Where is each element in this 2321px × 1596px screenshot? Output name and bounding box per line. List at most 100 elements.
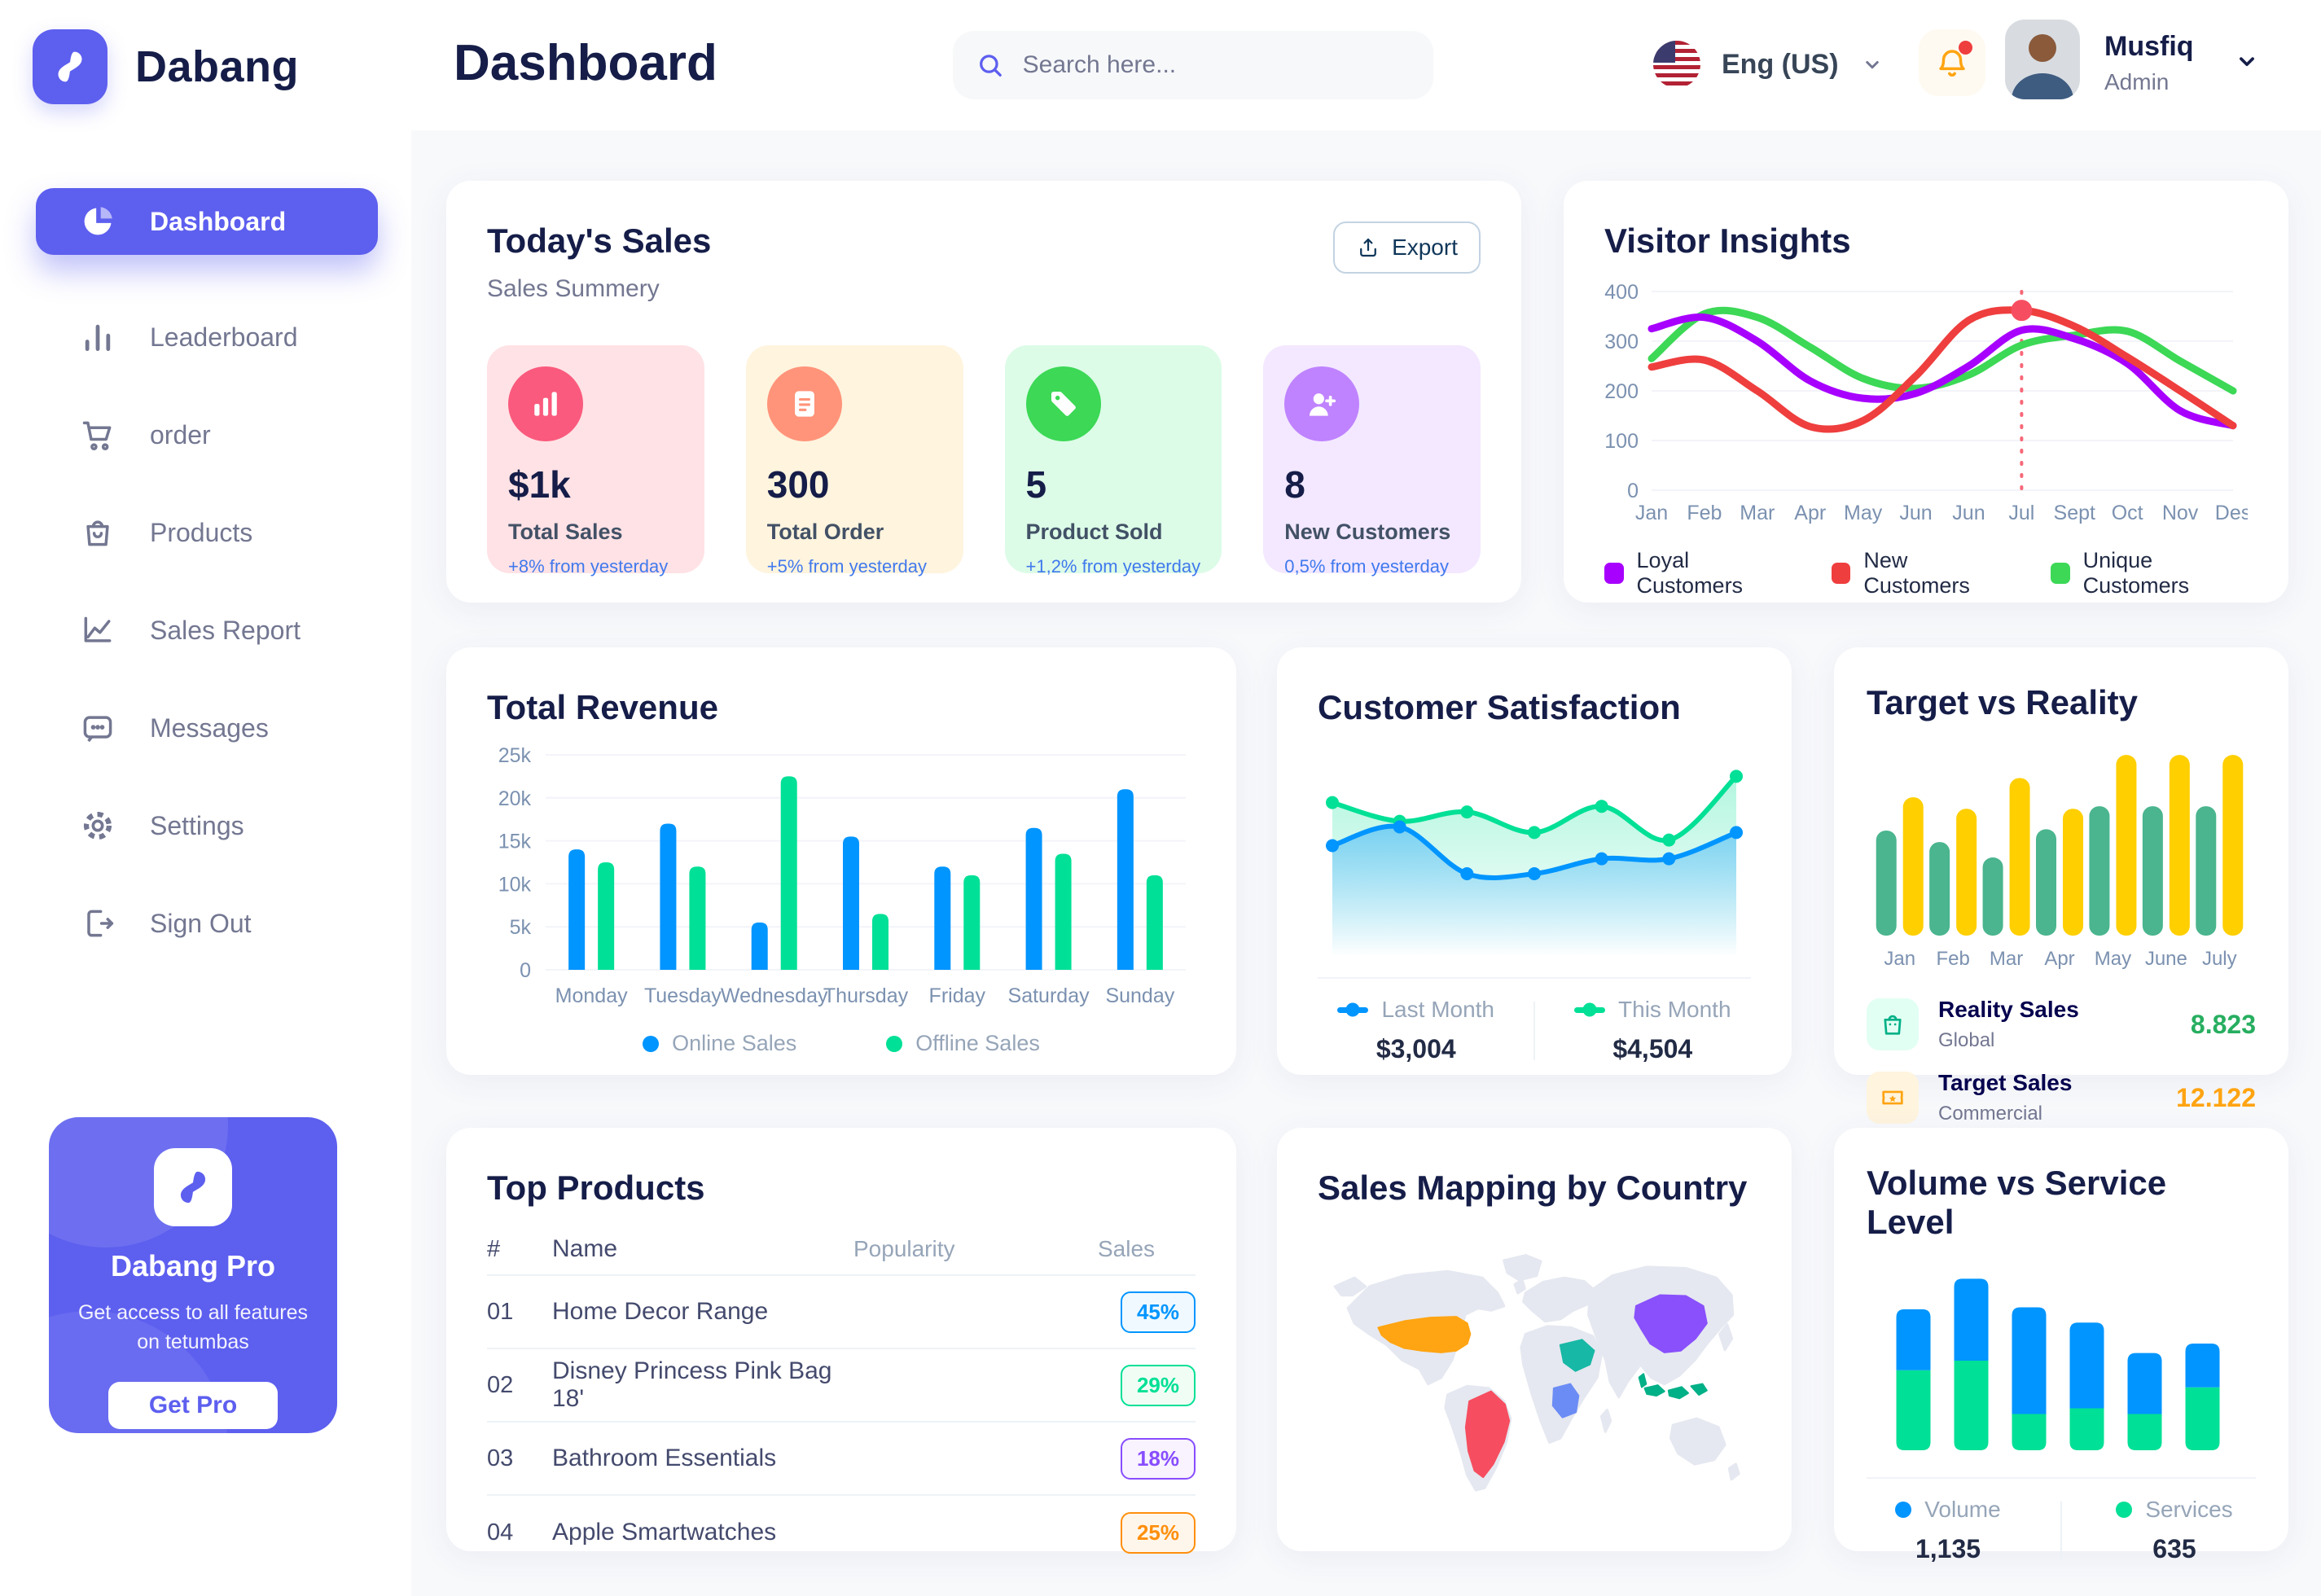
bag-icon — [1884, 1015, 1902, 1035]
legend-label: Services — [2145, 1497, 2233, 1522]
map-country-indonesia[interactable] — [1638, 1373, 1708, 1400]
bell-icon — [1939, 50, 1965, 77]
sidebar-item-label: Sales Report — [150, 615, 301, 645]
column-header: Popularity — [853, 1236, 955, 1261]
dabang-logo-icon — [58, 51, 82, 82]
legend-dot — [2116, 1502, 2133, 1518]
sidebar-item-label: order — [150, 419, 211, 449]
notifications-button[interactable] — [1919, 29, 1985, 96]
avatar[interactable] — [2005, 20, 2080, 99]
user-meta[interactable]: Musfiq Admin — [2104, 31, 2194, 95]
sales-mapping-card: Sales Mapping by Country — [1277, 1128, 1792, 1551]
map-country-usa[interactable] — [1377, 1316, 1472, 1353]
gear-icon — [83, 811, 112, 840]
column-header: # — [487, 1235, 501, 1262]
map-country-china[interactable] — [1634, 1294, 1708, 1353]
stat-label: Total Sales — [508, 520, 623, 544]
legend-marker — [1574, 1006, 1606, 1013]
svg-text:Apr: Apr — [1794, 502, 1826, 524]
legend-swatch — [2051, 563, 2070, 584]
stat-label: New Customers — [1284, 520, 1451, 544]
svg-text:Oct: Oct — [2112, 502, 2143, 524]
legend-value: 8.823 — [2190, 1009, 2256, 1039]
stat-delta: 0,5% from yesterday — [1284, 556, 1449, 577]
sidebar-item-settings[interactable]: Settings — [36, 792, 378, 859]
svg-text:Feb: Feb — [1936, 948, 1969, 970]
sidebar-item-leaderboard[interactable]: Leaderboard — [36, 304, 378, 370]
sales-badge: 18% — [1121, 1437, 1196, 1480]
visitor-insights-card: Visitor Insights 0 100 200 300 400 Jan Feb Mar A… — [1564, 181, 2288, 603]
page-title: Dashboard — [454, 35, 717, 91]
pro-logo — [154, 1148, 232, 1226]
legend-sublabel: Commercial — [1938, 1103, 2043, 1125]
sidebar-item-products[interactable]: Products — [36, 499, 378, 566]
reality-sales-legend: Reality Sales Global 8.823 — [1867, 997, 2256, 1052]
stat-icon-circle — [1284, 366, 1360, 441]
total-revenue-chart: 0 5k 10k 15k 20k 25k Monday Tuesday WednesdayThu… — [498, 744, 1186, 1007]
product-name: Disney Princess Pink Bag 18' — [552, 1357, 832, 1412]
stat-value: 5 — [1025, 463, 1047, 506]
legend-dot — [1895, 1502, 1912, 1518]
sidebar-item-sales-report[interactable]: Sales Report — [36, 597, 378, 664]
product-name: Apple Smartwatches — [552, 1519, 777, 1546]
card-title: Customer Satisfaction — [1318, 688, 1681, 726]
table-row: 03 Bathroom Essentials 18% — [487, 1423, 1196, 1496]
get-pro-button[interactable]: Get Pro — [108, 1381, 278, 1429]
language-selector[interactable]: Eng (US) — [1653, 41, 1884, 88]
product-rank: 01 — [487, 1298, 514, 1325]
svg-text:100: 100 — [1604, 430, 1639, 453]
sales-badge: 45% — [1121, 1291, 1196, 1333]
svg-text:0: 0 — [1627, 480, 1639, 502]
legend-marker — [1337, 1006, 1369, 1013]
legend-item: This Month $4,504 — [1574, 997, 1731, 1064]
svg-text:Jul: Jul — [2008, 502, 2034, 524]
legend-item: New Customers — [1831, 548, 2005, 598]
sales-badge: 25% — [1121, 1511, 1196, 1554]
stat-card-new-customers: 8 New Customers 0,5% from yesterday — [1263, 345, 1481, 577]
stat-card-product-sold: 5 Product Sold +1,2% from yesterday — [1004, 345, 1222, 577]
ticket-icon — [1882, 1090, 1903, 1105]
sidebar-item-messages[interactable]: Messages — [36, 695, 378, 761]
product-rank: 04 — [487, 1519, 514, 1546]
table-row: 02 Disney Princess Pink Bag 18' 29% — [487, 1349, 1196, 1423]
svg-text:Des: Des — [2215, 502, 2248, 524]
visitor-insights-legend: Loyal Customers New Customers Unique Cus… — [1604, 548, 2248, 598]
card-title: Visitor Insights — [1604, 221, 1851, 260]
sidebar-item-order[interactable]: order — [36, 401, 378, 468]
export-icon — [1360, 238, 1376, 257]
visitor-insights-chart: 0 100 200 300 400 Jan Feb Mar Apr May Jun Jun Jul Sep… — [1604, 281, 2251, 524]
sidebar-item-dashboard[interactable]: Dashboard — [36, 188, 378, 255]
legend-value: 1,135 — [1915, 1534, 1981, 1563]
export-button[interactable]: Export — [1333, 221, 1481, 274]
bar-chart-icon — [85, 324, 111, 352]
stat-delta: +8% from yesterday — [508, 556, 669, 577]
card-title: Top Products — [487, 1168, 705, 1207]
stat-delta: +5% from yesterday — [766, 556, 927, 577]
legend-sublabel: Global — [1938, 1029, 1995, 1051]
map-country-saudi-arabia[interactable] — [1559, 1339, 1595, 1372]
chevron-down-icon[interactable] — [2233, 47, 2261, 75]
stat-icon-circle — [508, 366, 583, 441]
target-vs-reality-chart: Jan Feb Mar Apr May June July — [1876, 755, 2244, 970]
sidebar-item-label: Dashboard — [150, 206, 287, 236]
card-title: Volume vs Service Level — [1867, 1164, 2167, 1241]
bag-icon — [86, 520, 109, 546]
volume-vs-service-card: Volume vs Service Level Volume 1,135 Ser… — [1834, 1128, 2288, 1563]
svg-text:25k: 25k — [498, 745, 532, 767]
legend-item: Volume 1,135 — [1875, 1497, 2021, 1564]
sidebar-item-sign-out[interactable]: Sign Out — [36, 890, 378, 957]
legend-label: Loyal Customers — [1636, 548, 1744, 598]
map-country-dr-congo[interactable] — [1551, 1383, 1580, 1418]
map-country-brazil[interactable] — [1464, 1390, 1511, 1479]
stat-icon-circle — [766, 366, 842, 441]
svg-text:Jan: Jan — [1635, 502, 1668, 524]
search-input[interactable] — [1022, 51, 1411, 79]
legend-value: $3,004 — [1375, 1034, 1456, 1063]
stat-label: Total Order — [766, 520, 884, 544]
legend-dot — [643, 1035, 660, 1052]
card-title: Today's Sales — [487, 221, 712, 260]
legend-label: Offline Sales — [915, 1031, 1040, 1055]
chevron-down-icon — [1865, 61, 1879, 69]
customer-satisfaction-legend: Last Month $3,004 This Month $4,504 — [1318, 997, 1751, 1064]
user-name: Musfiq — [2104, 31, 2194, 62]
